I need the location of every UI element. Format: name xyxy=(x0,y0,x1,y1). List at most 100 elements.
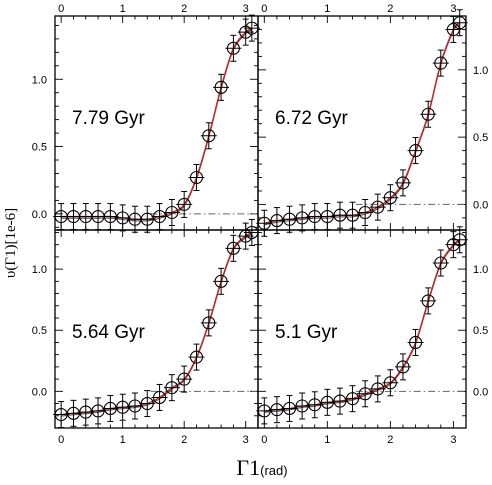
data-marker xyxy=(421,294,435,308)
data-marker xyxy=(189,170,204,185)
data-point xyxy=(65,399,82,427)
x-tick-label: 3 xyxy=(243,3,249,15)
data-marker xyxy=(453,16,467,30)
data-point xyxy=(281,394,298,422)
data-point xyxy=(176,365,193,393)
data-point xyxy=(256,209,273,237)
x-tick-label: 3 xyxy=(450,3,456,15)
data-point xyxy=(188,343,205,371)
data-point xyxy=(306,391,323,419)
y-tick-label: 1.0 xyxy=(32,74,47,86)
data-point xyxy=(114,204,131,232)
x-tick-label: 3 xyxy=(243,434,249,446)
data-point xyxy=(394,169,411,197)
data-point xyxy=(451,9,468,37)
data-marker xyxy=(308,398,322,412)
data-point xyxy=(420,100,437,128)
data-marker xyxy=(383,191,397,205)
data-marker xyxy=(434,56,448,70)
data-marker xyxy=(409,144,423,158)
data-point xyxy=(188,164,205,192)
data-point xyxy=(225,234,242,262)
data-marker xyxy=(214,80,228,94)
y-tick-label: 0.0 xyxy=(473,386,488,398)
panel-frame xyxy=(257,229,467,429)
data-marker xyxy=(226,241,240,255)
x-tick-label: 1 xyxy=(120,434,126,446)
data-point xyxy=(294,392,311,420)
data-marker xyxy=(383,376,397,390)
data-point xyxy=(225,34,242,62)
data-marker xyxy=(320,209,334,224)
data-point xyxy=(200,309,217,337)
data-point xyxy=(139,205,156,233)
data-marker xyxy=(189,350,204,364)
y-tick-label: 0.5 xyxy=(32,325,47,337)
y-tick-label: 0.0 xyxy=(32,209,47,221)
x-axis-label-symbol: Γ1 xyxy=(236,455,260,480)
data-point xyxy=(200,122,217,150)
data-marker xyxy=(257,216,271,230)
data-point xyxy=(102,203,119,231)
data-marker xyxy=(295,399,309,413)
x-axis-label-unit: (rad) xyxy=(260,463,287,478)
data-point xyxy=(407,137,424,165)
data-marker xyxy=(202,129,216,143)
x-tick-label: 0 xyxy=(261,3,267,15)
data-point xyxy=(432,249,449,277)
x-tick-label: 2 xyxy=(181,3,187,15)
data-point xyxy=(319,388,336,416)
data-marker xyxy=(165,381,179,395)
data-marker xyxy=(140,212,154,226)
x-tick-label: 0 xyxy=(58,434,64,446)
y-tick-label: 1.0 xyxy=(473,65,488,77)
data-marker xyxy=(345,208,360,222)
data-point xyxy=(151,203,168,231)
data-marker xyxy=(295,211,309,225)
data-marker xyxy=(371,200,385,214)
data-marker xyxy=(153,209,167,224)
y-tick-label: 1.0 xyxy=(473,264,488,276)
data-point xyxy=(357,199,374,227)
data-point xyxy=(382,184,399,212)
data-point xyxy=(102,394,119,422)
data-point xyxy=(281,205,298,233)
data-point xyxy=(114,393,131,421)
data-marker xyxy=(270,214,284,228)
x-tick-label: 2 xyxy=(387,434,393,446)
data-marker xyxy=(333,394,347,408)
x-tick-label: 0 xyxy=(261,434,267,446)
data-point xyxy=(163,199,180,227)
data-point xyxy=(294,204,311,232)
panel-label: 6.72 Gyr xyxy=(275,108,349,129)
data-marker xyxy=(282,212,297,226)
x-tick-label: 2 xyxy=(181,434,187,446)
data-marker xyxy=(270,403,284,417)
y-tick-label: 0.0 xyxy=(473,199,488,211)
data-marker xyxy=(91,404,105,418)
data-marker xyxy=(396,360,410,374)
data-point xyxy=(369,375,386,403)
panel-4: 0 1 2 3 0.0 0.5 1.0 5.1 Gyr xyxy=(256,226,488,446)
data-point xyxy=(344,385,361,413)
data-point xyxy=(163,374,180,402)
data-point xyxy=(445,15,462,43)
data-point xyxy=(357,380,374,408)
panel-label: 5.1 Gyr xyxy=(275,322,338,343)
y-tick-label: 0.5 xyxy=(32,142,47,154)
data-point xyxy=(394,353,411,381)
panel-label: 7.79 Gyr xyxy=(72,108,146,129)
data-point xyxy=(382,369,399,397)
data-marker xyxy=(434,256,448,270)
data-point xyxy=(213,73,230,101)
panel-1: 0 1 2 3 0.0 0.5 1.0 7.79 Gyr xyxy=(32,3,260,233)
data-marker xyxy=(140,397,154,411)
data-marker xyxy=(177,372,191,386)
data-point xyxy=(268,207,285,235)
data-marker xyxy=(153,390,167,404)
data-point xyxy=(331,387,348,415)
y-tick-label: 0.0 xyxy=(32,386,47,398)
data-point xyxy=(319,203,336,231)
x-tick-label: 1 xyxy=(324,3,330,15)
